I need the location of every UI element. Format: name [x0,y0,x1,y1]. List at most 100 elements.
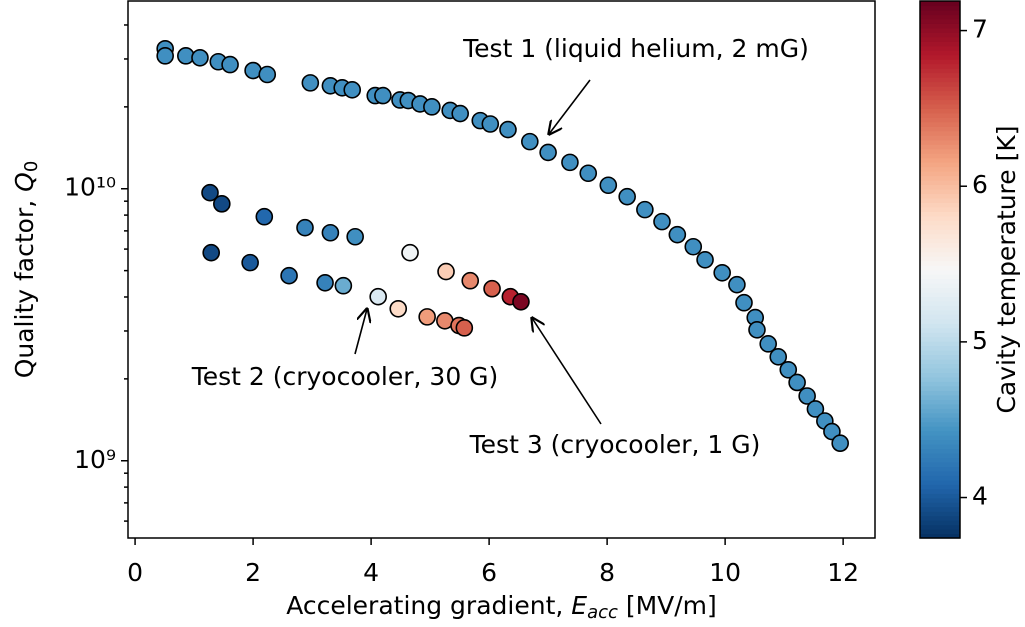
data-point [579,164,598,183]
colorbar-segment [920,224,960,230]
data-point [618,187,636,206]
data-point [156,47,174,65]
y-label-symbol: Q [10,172,39,192]
colorbar-segment [920,32,960,38]
data-point [713,263,731,282]
colorbar-segment [920,484,960,490]
colorbar-segment [920,426,960,432]
colorbar-segment [920,211,960,217]
colorbar-segment [920,269,960,275]
colorbar-segment [920,206,960,212]
colorbar-segment [920,233,960,239]
annotation: Test 3 (cryocooler, 1 G) [469,430,761,459]
colorbar-segment [920,148,960,154]
colorbar-segment [920,126,960,132]
colorbar-segment [920,50,960,56]
colorbar-segment [920,511,960,517]
data-point [798,387,816,405]
data-point [374,86,392,105]
colorbar-segment [920,305,960,311]
colorbar-segment [920,41,960,47]
data-point [451,104,469,123]
data-point [389,299,408,318]
colorbar-segment [920,278,960,284]
colorbar-segment [920,220,960,226]
annotation-arrow [549,79,591,134]
colorbar-segment [920,184,960,190]
colorbar-segment [920,193,960,199]
colorbar-segment [920,367,960,374]
colorbar-segment [920,470,960,476]
annotation: Test 1 (liquid helium, 2 mG) [462,34,809,63]
colorbar-segment [920,242,960,248]
colorbar-segment [920,403,960,409]
data-point [512,293,530,311]
colorbar-segment [920,117,960,123]
data-point [499,120,517,139]
annotation-arrow [532,318,602,425]
colorbar-segment [920,466,960,472]
colorbar-segment [920,506,960,512]
colorbar-segment [920,282,960,288]
colorbar-segment [920,188,960,195]
colorbar-segment [920,376,960,382]
colorbar-segment [920,144,960,150]
colorbar-segment [920,90,960,96]
colorbar-segment [920,412,960,418]
colorbar-segment [920,408,960,414]
colorbar-segment [920,5,960,11]
data-point [191,48,209,67]
data-point [653,212,671,231]
x-label-subscript: acc [587,602,618,623]
data-point [418,308,436,326]
colorbar-segment [920,63,960,69]
data-point [321,223,340,242]
colorbar-segment [920,435,960,441]
colorbar-segment [920,327,960,333]
colorbar-tick-label: 5 [972,326,988,355]
data-point [521,132,539,151]
x-axis-label: Accelerating gradient, Eacc [MV/m] [286,591,717,623]
colorbar-segment [920,157,960,163]
data-point [788,373,806,392]
colorbar-label: Cavity temperature [K] [992,125,1021,413]
colorbar-tick-label: 7 [972,15,988,44]
colorbar-segment [920,350,960,356]
data-point [213,195,231,213]
colorbar-segment [920,363,960,369]
colorbar-segment [920,345,960,351]
data-point [806,400,825,418]
colorbar-segment [920,381,960,387]
data-point [343,81,362,99]
colorbar-segment [920,417,960,423]
colorbar-segment [920,291,960,297]
x-tick-label: 12 [827,558,859,587]
data-point [483,279,501,298]
colorbar-segment [920,135,960,141]
x-tick-label: 8 [599,558,615,587]
colorbar-segment [920,72,960,78]
data-point [461,271,480,290]
colorbar-segment [920,103,960,109]
data-point [280,266,298,285]
colorbar-segment [920,130,960,136]
colorbar-segment [920,385,960,391]
data-point [684,237,703,256]
data-point [296,218,314,237]
colorbar-segment [920,77,960,83]
x-tick-label: 4 [363,558,379,587]
colorbar-segment [920,247,960,253]
colorbar-segment [920,27,960,33]
colorbar-tick-label: 4 [972,482,988,511]
colorbar-tick-label: 6 [972,170,988,199]
data-point [779,360,798,379]
colorbar-segment [920,81,960,87]
data-point [561,153,579,172]
colorbar-segment [920,86,960,92]
colorbar-segment [920,18,960,24]
x-tick-label: 6 [481,558,497,587]
colorbar-segment [920,45,960,51]
colorbar-segment [920,197,960,203]
colorbar-segment [920,309,960,315]
